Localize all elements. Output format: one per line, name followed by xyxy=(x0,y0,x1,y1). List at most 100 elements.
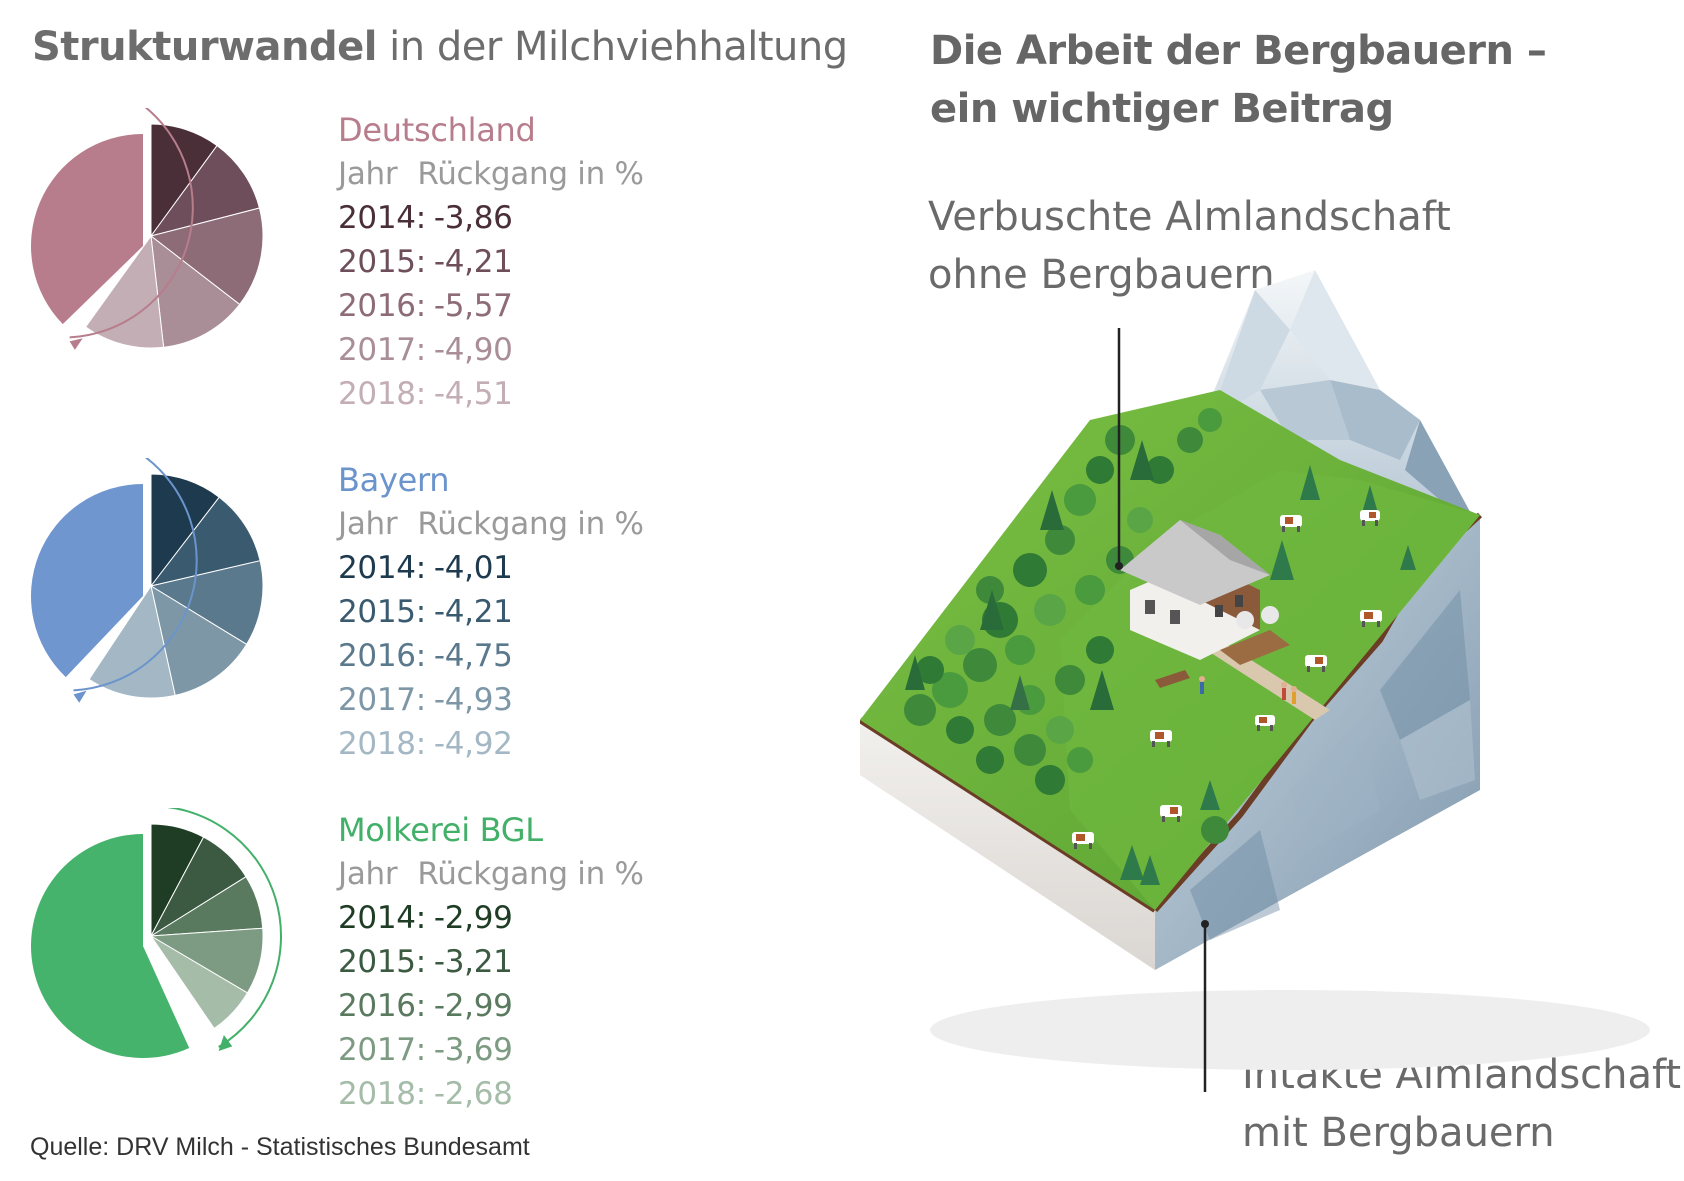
legend-row-value: -4,21 xyxy=(433,244,513,280)
legend-row-year: 2014: xyxy=(338,200,426,236)
legend-row: 2018: -4,51 xyxy=(338,372,644,416)
legend-row: 2015: -4,21 xyxy=(338,590,644,634)
pie-base-deutschland xyxy=(30,134,143,325)
legend-row-year: 2017: xyxy=(338,682,426,718)
legend-row-year: 2016: xyxy=(338,988,426,1024)
label-top-line1: Verbuschte Almlandschaft xyxy=(928,194,1451,240)
legend-row-year: 2016: xyxy=(338,288,426,324)
legend-header-year: Jahr xyxy=(338,156,398,192)
legend-row: 2014: -3,86 xyxy=(338,196,644,240)
legend-row-value: -3,86 xyxy=(433,200,513,236)
legend-region-title: Bayern xyxy=(338,461,450,499)
pointer-dot-top xyxy=(1115,562,1123,570)
legend-row-year: 2018: xyxy=(338,376,426,412)
hikers xyxy=(1199,676,1297,704)
legend-header-year: Jahr xyxy=(338,856,398,892)
legend-region-title: Molkerei BGL xyxy=(338,811,543,849)
water-trough xyxy=(1155,670,1190,688)
legend-row: 2014: -2,99 xyxy=(338,896,644,940)
left-title: Strukturwandel in der Milchviehhaltung xyxy=(32,24,848,70)
legend-row: 2016: -4,75 xyxy=(338,634,644,678)
rock-texture xyxy=(1190,590,1475,940)
mountain-pasture-illustration xyxy=(860,270,1650,1070)
pie-arrow-head-deutschland xyxy=(69,338,83,350)
pie-slice-deutschland-2018 xyxy=(84,234,165,349)
pie-slice-bayern-2017 xyxy=(150,584,248,696)
legend-row: 2018: -4,92 xyxy=(338,722,644,766)
pie-slice-deutschland-2014 xyxy=(150,123,218,238)
pie-chart-molkerei xyxy=(31,808,282,1058)
legend-row-value: -4,75 xyxy=(433,638,513,674)
legend-header: Jahr Rückgang in % xyxy=(338,852,644,896)
pie-base-molkerei xyxy=(31,834,190,1058)
legend-row-value: -4,90 xyxy=(433,332,513,368)
pie-block-deutschland: Deutschland Jahr Rückgang in % 2014: -3,86 20… xyxy=(20,108,720,428)
pointer-dot-bottom xyxy=(1201,920,1209,928)
forest-cluster xyxy=(904,408,1222,795)
legend-row-year: 2016: xyxy=(338,638,426,674)
farmhouse xyxy=(1120,520,1290,665)
left-title-bold: Strukturwandel xyxy=(32,24,377,70)
pie-slice-bayern-2016 xyxy=(149,560,264,646)
legend-header: Jahr Rückgang in % xyxy=(338,152,644,196)
mountain-peak xyxy=(1190,270,1480,530)
legend-row: 2016: -5,57 xyxy=(338,284,644,328)
pie-slice-bayern-2014 xyxy=(150,473,220,588)
pie-arrow-head-molkerei xyxy=(218,1035,233,1052)
legend-row-value: -2,99 xyxy=(433,988,513,1024)
right-title-line1: Die Arbeit der Bergbauern – xyxy=(930,28,1547,74)
pie-slice-deutschland-2017 xyxy=(150,234,241,348)
right-title: Die Arbeit der Bergbauern – ein wichtige… xyxy=(930,22,1547,138)
legend-row-value: -4,92 xyxy=(433,726,513,762)
left-title-rest: in der Milchviehhaltung xyxy=(376,24,848,70)
legend-bayern: Bayern Jahr Rückgang in % 2014: -4,01 2015: -4… xyxy=(338,458,644,766)
legend-row-year: 2018: xyxy=(338,726,426,762)
pie-slice-bayern-2015 xyxy=(149,496,261,587)
legend-molkerei: Molkerei BGL Jahr Rückgang in % 2014: -2,99 2… xyxy=(338,808,644,1116)
legend-header-year: Jahr xyxy=(338,506,398,542)
legend-header-value: Rückgang in % xyxy=(417,856,644,892)
legend-row: 2018: -2,68 xyxy=(338,1072,644,1116)
rock-face-right xyxy=(1155,515,1480,970)
source-note: Quelle: DRV Milch - Statistisches Bundes… xyxy=(30,1133,530,1161)
pie-block-molkerei: Molkerei BGL Jahr Rückgang in % 2014: -2,99 2… xyxy=(20,808,720,1128)
pie-slice-bayern-2018 xyxy=(88,584,176,699)
legend-row-value: -3,69 xyxy=(433,1032,513,1068)
legend-row-year: 2014: xyxy=(338,900,426,936)
soil-face-front xyxy=(860,720,1155,970)
pie-arrow-arc-bayern xyxy=(73,458,198,692)
pie-slice-deutschland-2015 xyxy=(149,144,261,237)
pie-chart-bayern xyxy=(30,458,264,703)
label-bottom-line2: mit Bergbauern xyxy=(1242,1110,1555,1156)
legend-row-value: -3,21 xyxy=(433,944,513,980)
legend-row: 2014: -4,01 xyxy=(338,546,644,590)
legend-row: 2017: -4,93 xyxy=(338,678,644,722)
legend-row-value: -2,99 xyxy=(433,900,513,936)
legend-deutschland: Deutschland Jahr Rückgang in % 2014: -3,86 20… xyxy=(338,108,644,416)
legend-row-year: 2017: xyxy=(338,1032,426,1068)
right-title-line2: ein wichtiger Beitrag xyxy=(930,86,1394,132)
legend-row-year: 2015: xyxy=(338,944,426,980)
pie-slice-molkerei-2018 xyxy=(150,935,249,1030)
legend-row-value: -4,51 xyxy=(433,376,513,412)
legend-row-value: -5,57 xyxy=(433,288,513,324)
meadow-trees xyxy=(1120,465,1416,885)
legend-row: 2015: -4,21 xyxy=(338,240,644,284)
pie-slice-deutschland-2016 xyxy=(149,207,264,306)
legend-header: Jahr Rückgang in % xyxy=(338,502,644,546)
legend-region-title: Deutschland xyxy=(338,111,536,149)
pie-arrow-arc-deutschland xyxy=(69,108,194,339)
pie-base-bayern xyxy=(30,484,143,678)
legend-row: 2016: -2,99 xyxy=(338,984,644,1028)
legend-row-year: 2018: xyxy=(338,1076,426,1112)
legend-row: 2017: -4,90 xyxy=(338,328,644,372)
pie-arrow-arc-molkerei xyxy=(166,808,282,1048)
label-intact-pasture: Intakte Almlandschaft mit Bergbauern xyxy=(1242,1046,1681,1162)
pie-arrow-head-bayern xyxy=(73,690,87,703)
label-top-line2: ohne Bergbauern xyxy=(928,252,1275,298)
pie-block-bayern: Bayern Jahr Rückgang in % 2014: -4,01 2015: -4… xyxy=(20,458,720,778)
legend-header-value: Rückgang in % xyxy=(417,506,644,542)
cows xyxy=(1072,510,1382,849)
legend-row-year: 2014: xyxy=(338,550,426,586)
